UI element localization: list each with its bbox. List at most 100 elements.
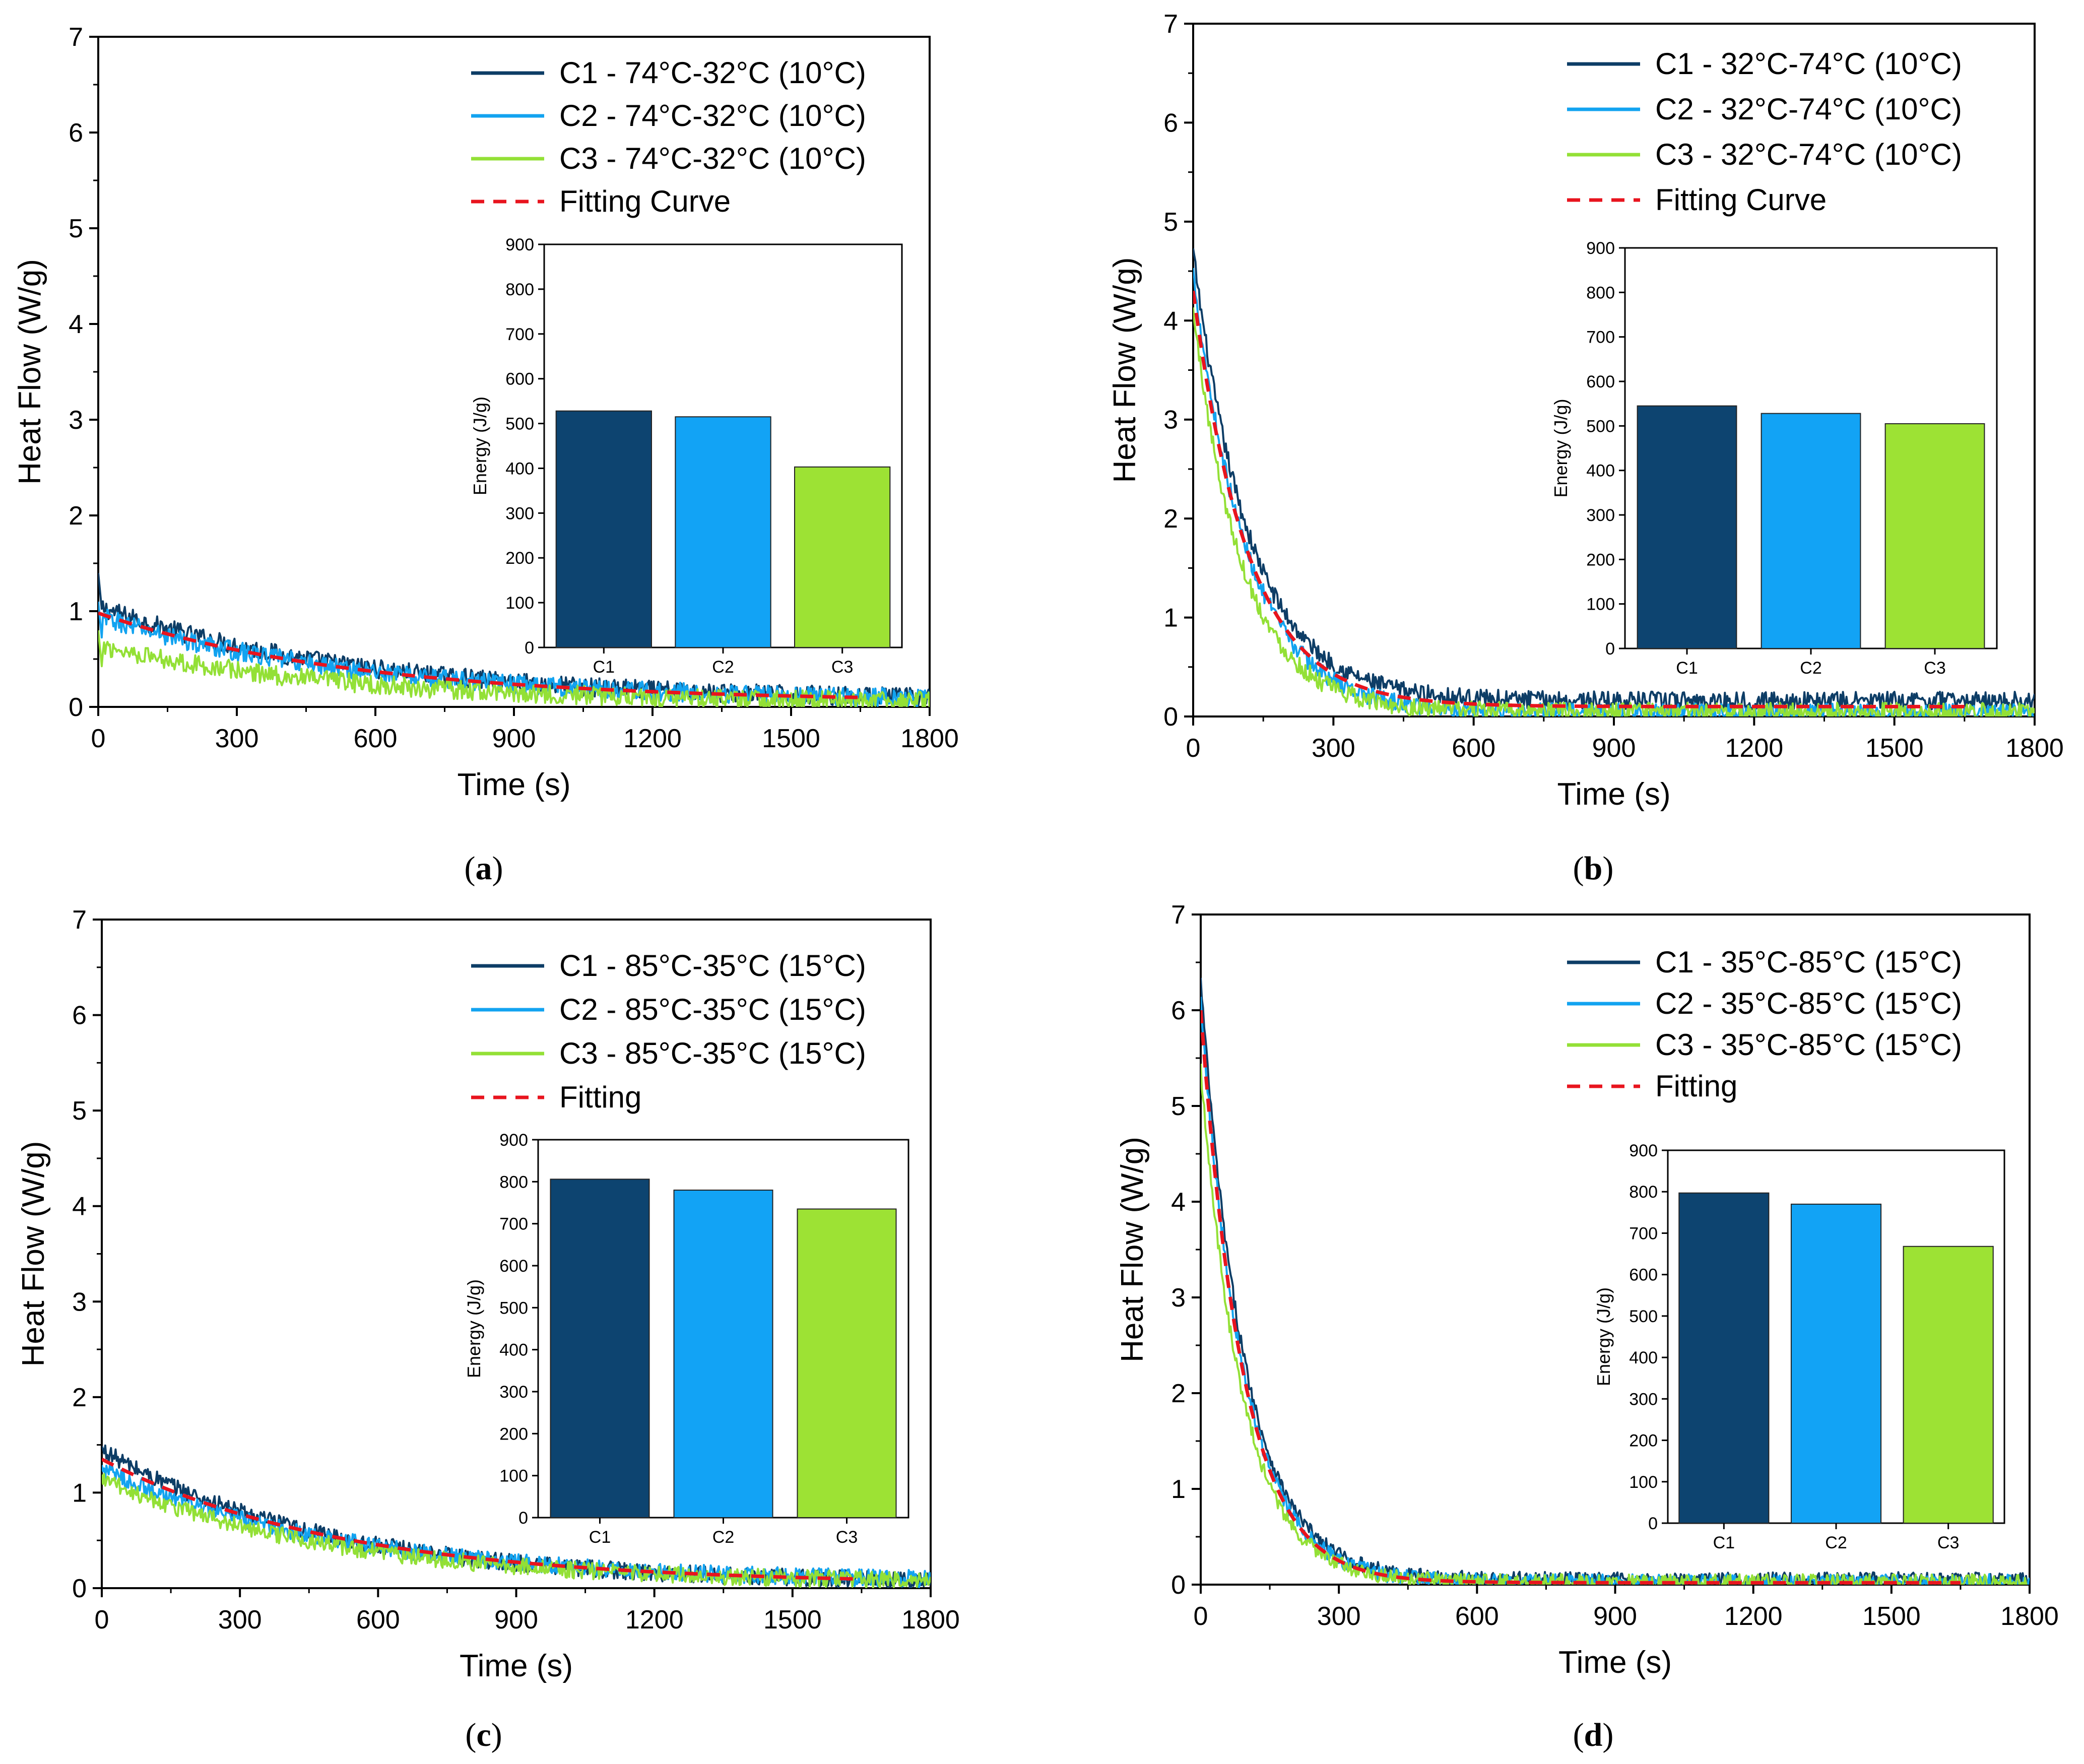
inset-bar-c3 (797, 1208, 897, 1518)
inset-y-tick-label: 900 (505, 235, 534, 254)
inset-bar-c2 (1761, 413, 1861, 649)
x-tick-label: 1800 (2005, 734, 2064, 763)
inset-y-tick-label: 500 (505, 415, 534, 434)
y-tick-label: 7 (69, 23, 83, 52)
inset-x-tick-label: C1 (593, 658, 615, 677)
legend-label: C3 - 85°C-35°C (15°C) (559, 1036, 866, 1070)
series-line-3 (1193, 307, 2035, 716)
panel-caption: (c) (465, 1717, 502, 1753)
inset-x-tick-label: C3 (1924, 659, 1945, 678)
series-line-1 (1193, 248, 2035, 711)
inset-y-tick-label: 900 (1629, 1141, 1658, 1160)
x-tick-label: 900 (494, 1605, 538, 1635)
inset-x-tick-label: C3 (1937, 1533, 1959, 1552)
y-tick-label: 5 (1163, 208, 1178, 237)
series-group (1193, 248, 2035, 716)
inset-y-tick-label: 900 (499, 1131, 528, 1150)
y-tick-label: 7 (1171, 900, 1186, 930)
y-axis-label: Heat Flow (W/g) (1108, 257, 1142, 483)
legend-label: C2 - 74°C-32°C (10°C) (559, 99, 866, 133)
inset-y-tick-label: 0 (525, 638, 534, 658)
y-tick-label: 3 (1163, 406, 1178, 435)
x-axis-label: Time (s) (1557, 777, 1671, 812)
inset-y-tick-label: 400 (1586, 462, 1615, 481)
inset-bar-c1 (550, 1179, 650, 1518)
y-tick-label: 6 (69, 118, 83, 148)
inset-y-tick-label: 600 (505, 370, 534, 389)
inset-y-axis-label: Energy (J/g) (1550, 399, 1571, 497)
inset-bar-c2 (675, 416, 771, 648)
x-tick-label: 1200 (625, 1605, 684, 1635)
inset-y-tick-label: 0 (518, 1509, 528, 1528)
y-tick-label: 4 (69, 310, 83, 339)
inset-y-tick-label: 800 (1629, 1183, 1658, 1202)
y-tick-label: 7 (1163, 10, 1178, 39)
y-tick-label: 1 (1171, 1475, 1186, 1504)
y-tick-label: 5 (1171, 1092, 1186, 1121)
x-tick-label: 300 (218, 1605, 262, 1635)
series-group (98, 572, 930, 707)
y-tick-label: 2 (69, 501, 83, 531)
legend-label: C3 - 32°C-74°C (10°C) (1655, 138, 1962, 171)
y-tick-label: 4 (1171, 1188, 1186, 1217)
inset-bar-c3 (1884, 423, 1985, 649)
series-line-4 (102, 1457, 862, 1581)
x-tick-label: 1500 (1862, 1602, 1921, 1631)
x-tick-label: 1200 (1725, 734, 1783, 763)
y-tick-label: 0 (72, 1574, 87, 1603)
chart-panel-d: 0 300 600 900 1200 1500 1800 0 1 2 3 4 5 6 7 Time (s) He… (1115, 900, 2059, 1753)
y-tick-label: 6 (1171, 996, 1186, 1025)
x-axis-label: Time (s) (458, 767, 571, 802)
y-tick-label: 1 (1163, 604, 1178, 633)
inset-x-tick-label: C2 (1800, 659, 1821, 678)
legend-label: C1 - 85°C-35°C (15°C) (559, 949, 866, 983)
panel-caption: (b) (1573, 850, 1614, 887)
inset-bar-chart: 0 100 200 300 400 500 600 700 800 900 Energy (J/g)… (470, 235, 903, 677)
legend-label: C3 - 74°C-32°C (10°C) (559, 142, 866, 175)
inset-bar-c3 (1903, 1246, 1994, 1524)
y-tick-label: 3 (72, 1287, 87, 1317)
inset-x-tick-label: C3 (836, 1528, 858, 1547)
y-tick-label: 6 (1163, 108, 1178, 138)
inset-y-tick-label: 700 (505, 325, 534, 344)
legend-label: Fitting (559, 1080, 641, 1114)
y-tick-label: 5 (72, 1096, 87, 1126)
y-tick-label: 2 (1163, 504, 1178, 534)
chart-panel-b: 0 300 600 900 1200 1500 1800 0 1 2 3 4 5 6 7 Time (s) He… (1108, 10, 2064, 887)
inset-y-tick-label: 300 (1586, 506, 1615, 525)
x-tick-label: 300 (1317, 1602, 1361, 1631)
inset-bar-chart: 0 100 200 300 400 500 600 700 800 900 Energy (J/g)… (1550, 239, 1998, 678)
y-tick-label: 0 (1163, 702, 1178, 732)
series-group (1201, 977, 2030, 1585)
x-tick-label: 600 (1455, 1602, 1499, 1631)
inset-y-tick-label: 200 (499, 1424, 528, 1444)
inset-y-axis-label: Energy (J/g) (470, 397, 490, 495)
inset-y-tick-label: 400 (499, 1341, 528, 1360)
inset-y-tick-label: 700 (1629, 1224, 1658, 1243)
inset-x-tick-label: C1 (1676, 659, 1698, 678)
x-tick-label: 0 (1186, 734, 1201, 763)
inset-y-tick-label: 400 (505, 459, 534, 478)
inset-y-tick-label: 300 (1629, 1390, 1658, 1409)
x-tick-label: 1800 (2000, 1602, 2059, 1631)
x-tick-label: 1800 (900, 724, 959, 753)
inset-bar-c2 (673, 1190, 773, 1518)
inset-x-tick-label: C2 (712, 658, 734, 677)
inset-y-tick-label: 800 (505, 280, 534, 299)
inset-bar-chart: 0 100 200 300 400 500 600 700 800 900 Energy (J/g)… (1593, 1141, 2005, 1552)
x-tick-label: 900 (492, 724, 536, 753)
inset-y-axis-label: Energy (J/g) (1593, 1287, 1614, 1386)
panel-caption: (a) (465, 850, 503, 887)
inset-bar-c3 (794, 466, 891, 648)
series-line-3 (98, 630, 930, 707)
inset-y-tick-label: 900 (1586, 239, 1615, 258)
inset-y-tick-label: 100 (505, 594, 534, 613)
inset-y-tick-label: 500 (1629, 1307, 1658, 1326)
x-tick-label: 900 (1592, 734, 1636, 763)
legend-label: Fitting Curve (1655, 183, 1827, 217)
inset-y-tick-label: 300 (505, 504, 534, 523)
inset-y-tick-label: 200 (1586, 550, 1615, 569)
legend-label: Fitting Curve (559, 184, 731, 218)
inset-bar-c1 (1678, 1192, 1770, 1524)
